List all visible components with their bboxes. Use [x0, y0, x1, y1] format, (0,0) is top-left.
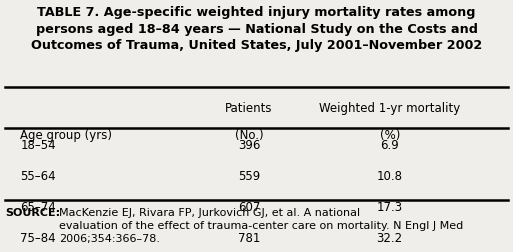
Text: 17.3: 17.3: [377, 200, 403, 213]
Text: 559: 559: [238, 169, 260, 182]
Text: Patients: Patients: [225, 101, 273, 114]
Text: 55–64: 55–64: [20, 169, 56, 182]
Text: 607: 607: [238, 200, 260, 213]
Text: 10.8: 10.8: [377, 169, 403, 182]
Text: (No.): (No.): [234, 129, 263, 141]
Text: Weighted 1-yr mortality: Weighted 1-yr mortality: [319, 101, 460, 114]
Text: SOURCE:: SOURCE:: [5, 207, 60, 217]
Text: 32.2: 32.2: [377, 231, 403, 244]
Text: MacKenzie EJ, Rivara FP, Jurkovich GJ, et al. A national
evaluation of the effec: MacKenzie EJ, Rivara FP, Jurkovich GJ, e…: [60, 207, 464, 243]
Text: Age group (yrs): Age group (yrs): [20, 129, 112, 141]
Text: 396: 396: [238, 138, 260, 151]
Text: (%): (%): [380, 129, 400, 141]
Text: 781: 781: [238, 231, 260, 244]
Text: 18–54: 18–54: [20, 138, 56, 151]
Text: 75–84: 75–84: [20, 231, 56, 244]
Text: 65–74: 65–74: [20, 200, 56, 213]
Text: TABLE 7. Age-specific weighted injury mortality rates among
persons aged 18–84 y: TABLE 7. Age-specific weighted injury mo…: [31, 6, 482, 52]
Text: 6.9: 6.9: [380, 138, 399, 151]
